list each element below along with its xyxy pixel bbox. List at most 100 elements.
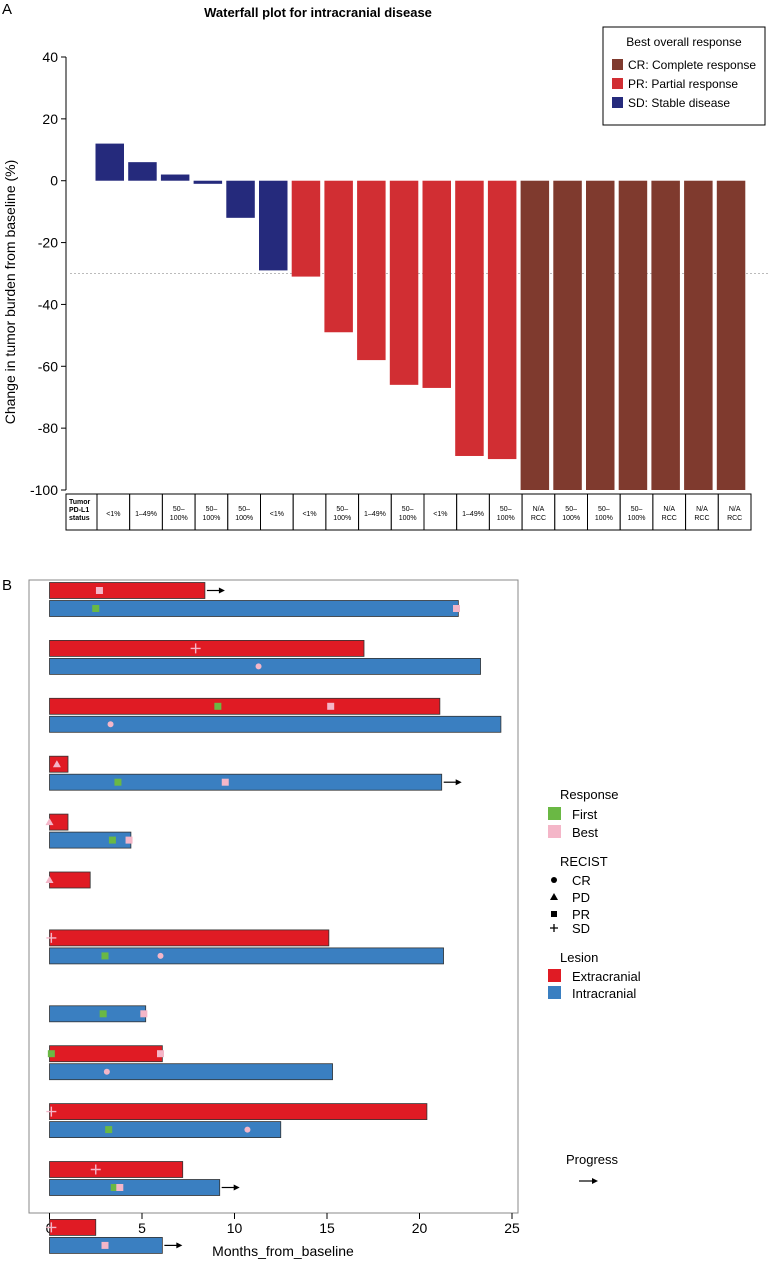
legend-swatch (612, 59, 623, 70)
legend-pd-triangle-icon (550, 893, 558, 900)
table-cell-label: 100% (562, 515, 580, 522)
table-cell-label: 50– (631, 506, 643, 513)
intracranial-bar (49, 773, 443, 791)
table-cell (227, 493, 262, 531)
table-cell-label: RCC (694, 515, 709, 522)
patient-row (49, 640, 481, 675)
swimmer-x-ticks: 0510152025 (46, 1213, 520, 1236)
response-marker-square (92, 605, 100, 612)
legend-swatch (612, 78, 623, 89)
table-cell-label: N/A (696, 506, 708, 513)
table-header-label: status (69, 515, 90, 522)
table-header-label: Tumor (69, 499, 91, 506)
table-cell (652, 493, 687, 531)
swimmer-x-axis-label: Months_from_baseline (212, 1243, 354, 1259)
waterfall-bar (520, 180, 550, 490)
waterfall-bar (95, 143, 124, 181)
response-marker-square (157, 1050, 164, 1058)
table-cell-label: 100% (399, 515, 417, 522)
table-cell-label: 50– (565, 506, 577, 513)
response-marker-square (95, 587, 103, 594)
x-tick-label: 20 (412, 1220, 428, 1236)
y-tick-label: -100 (30, 482, 58, 498)
waterfall-bar (651, 180, 680, 490)
progress-arrow-head (218, 587, 225, 594)
waterfall-legend-box (602, 26, 766, 126)
legend-progress-arrow-icon (579, 1178, 598, 1184)
response-marker-square (101, 1241, 109, 1249)
response-marker-triangle (52, 760, 61, 768)
y-tick-label: 20 (42, 111, 58, 127)
legend-label: SD: Stable disease (628, 96, 730, 110)
table-cell-label: 100% (595, 515, 613, 522)
extracranial-bar (49, 929, 330, 947)
table-cell-label: <1% (270, 511, 284, 518)
waterfall-bar (716, 180, 746, 490)
legend-pr-square-icon (551, 911, 557, 917)
waterfall-bar (193, 180, 223, 184)
waterfall-bars (95, 143, 746, 490)
response-marker-square (108, 836, 116, 844)
progress-arrow-head (455, 779, 462, 786)
intracranial-bar (49, 600, 459, 617)
waterfall-legend: Best overall response CR: Complete respo… (602, 26, 766, 126)
table-cell-label: RCC (531, 515, 546, 522)
waterfall-bar (586, 180, 615, 490)
y-tick-label: 40 (42, 49, 58, 65)
extracranial-bar (49, 813, 69, 831)
waterfall-bar (226, 180, 255, 218)
waterfall-bar (291, 180, 321, 277)
response-marker-triangle (45, 818, 54, 826)
table-cell-label: <1% (106, 511, 120, 518)
x-tick-label: 15 (319, 1220, 335, 1236)
response-marker-square (105, 1126, 113, 1134)
extracranial-bar (49, 640, 365, 657)
table-cell (587, 493, 621, 531)
table-cell (619, 493, 654, 531)
legend-best-swatch (548, 825, 561, 838)
table-cell-label: RCC (727, 515, 742, 522)
table-cell (129, 493, 163, 531)
intracranial-bar (49, 1121, 282, 1138)
intracranial-bar (49, 947, 444, 965)
x-tick-label: 25 (504, 1220, 520, 1236)
table-header-cell (65, 493, 98, 531)
table-cell-label: <1% (433, 511, 447, 518)
y-tick-label: -20 (38, 235, 58, 251)
legend-recist-title: RECIST (560, 854, 608, 869)
extracranial-bar (49, 1161, 184, 1178)
response-marker-plus (46, 1106, 57, 1117)
table-cell-label: 50– (402, 506, 414, 513)
patient-row (46, 1103, 428, 1138)
legend-intracranial-label: Intracranial (572, 986, 636, 1001)
response-marker-square (110, 1184, 118, 1191)
legend-cr-circle-icon (551, 877, 557, 883)
table-cell (390, 493, 425, 531)
legend-lesion-title: Lesion (560, 950, 598, 965)
extracranial-bar (49, 1103, 428, 1120)
legend-cr-label: CR (572, 873, 591, 888)
legend-extracranial-swatch (548, 969, 561, 982)
panel-a-letter: A (2, 1, 12, 18)
waterfall-y-axis-label: Change in tumor burden from baseline (%) (2, 160, 18, 425)
patient-row (49, 697, 502, 733)
table-cell (358, 493, 392, 531)
waterfall-bar (618, 180, 648, 490)
table-cell (456, 493, 490, 531)
extracranial-bar (49, 1219, 97, 1236)
table-cell (554, 493, 588, 531)
legend-intracranial-swatch (548, 986, 561, 999)
waterfall-bar (455, 180, 484, 456)
panel-b-letter: B (2, 577, 12, 594)
table-cell-label: N/A (533, 506, 545, 513)
waterfall-bar (389, 180, 419, 385)
table-cell-label: N/A (663, 506, 675, 513)
waterfall-legend-items: CR: Complete response PR: Partial respons… (612, 58, 756, 110)
response-marker-square (101, 952, 109, 960)
response-marker-square (114, 778, 122, 786)
waterfall-bar (324, 180, 353, 333)
table-cell-label: 50– (336, 506, 348, 513)
response-marker-square (327, 702, 335, 710)
waterfall-bar (487, 180, 517, 460)
intracranial-bar (49, 1005, 147, 1023)
